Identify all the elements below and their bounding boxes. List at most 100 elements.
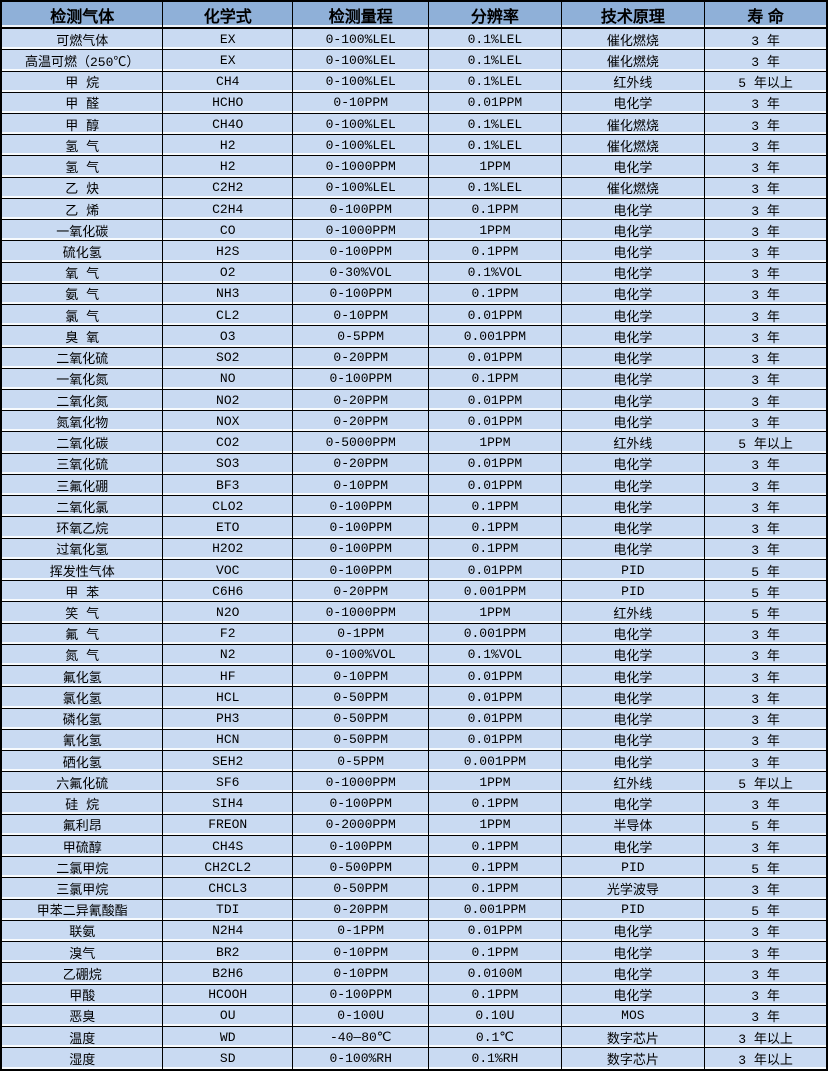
cell-resolution: 0.001PPM — [428, 622, 562, 645]
table-row: 氨 气 NH3 0-100PPM 0.1PPM 电化学 3 年 — [0, 282, 828, 306]
cell-gas: 氯 气 — [0, 304, 164, 327]
cell-gas: 一氧化氮 — [0, 367, 164, 391]
cell-range: 0-1PPM — [292, 622, 430, 645]
cell-formula: TDI — [162, 898, 294, 921]
cell-range: 0-100PPM — [292, 537, 430, 560]
cell-resolution: 0.1℃ — [428, 1026, 562, 1049]
cell-range: 0-1000PPM — [292, 771, 430, 794]
cell-principle: 电化学 — [560, 665, 706, 688]
cell-resolution: 0.01PPM — [428, 558, 562, 582]
cell-life: 3 年 — [704, 919, 828, 943]
cell-resolution: 0.1%RH — [428, 1047, 562, 1071]
cell-range: 0-1PPM — [292, 919, 430, 943]
cell-life: 3 年 — [704, 410, 828, 433]
cell-gas: 溴气 — [0, 941, 164, 964]
cell-resolution: 0.1PPM — [428, 856, 562, 879]
cell-life: 5 年 — [704, 580, 828, 603]
table-row: 氢 气 H2 0-100%LEL 0.1%LEL 催化燃烧 3 年 — [0, 134, 828, 157]
cell-principle: 电化学 — [560, 155, 706, 178]
cell-principle: 数字芯片 — [560, 1047, 706, 1071]
cell-principle: 电化学 — [560, 686, 706, 709]
table-row: 三氧化硫 SO3 0-20PPM 0.01PPM 电化学 3 年 — [0, 452, 828, 475]
cell-range: 0-20PPM — [292, 346, 430, 369]
cell-life: 3 年 — [704, 304, 828, 327]
cell-resolution: 0.01PPM — [428, 686, 562, 709]
cell-principle: 电化学 — [560, 834, 706, 858]
column-header-formula: 化学式 — [162, 0, 294, 29]
cell-formula: CO — [162, 219, 294, 242]
cell-gas: 三氯甲烷 — [0, 877, 164, 900]
cell-life: 3 年 — [704, 728, 828, 752]
cell-principle: 电化学 — [560, 749, 706, 773]
cell-resolution: 0.01PPM — [428, 91, 562, 114]
cell-resolution: 1PPM — [428, 155, 562, 178]
cell-principle: 电化学 — [560, 495, 706, 518]
cell-gas: 二氧化氯 — [0, 495, 164, 518]
cell-resolution: 0.1PPM — [428, 197, 562, 221]
cell-range: 0-1000PPM — [292, 219, 430, 242]
cell-principle: 催化燃烧 — [560, 112, 706, 136]
cell-formula: CLO2 — [162, 495, 294, 518]
cell-principle: 电化学 — [560, 389, 706, 412]
cell-range: 0-20PPM — [292, 389, 430, 412]
cell-gas: 氢 气 — [0, 134, 164, 157]
cell-life: 3 年 — [704, 261, 828, 284]
cell-range: 0-10PPM — [292, 665, 430, 688]
table-row: 高温可燃（250℃） EX 0-100%LEL 0.1%LEL 催化燃烧 3 年 — [0, 49, 828, 72]
table-row: 臭 氧 O3 0-5PPM 0.001PPM 电化学 3 年 — [0, 325, 828, 348]
table-row: 氮 气 N2 0-100%VOL 0.1%VOL 电化学 3 年 — [0, 643, 828, 667]
cell-life: 3 年 — [704, 240, 828, 263]
cell-resolution: 1PPM — [428, 219, 562, 242]
table-row: 可燃气体 EX 0-100%LEL 0.1%LEL 催化燃烧 3 年 — [0, 27, 828, 51]
cell-principle: 电化学 — [560, 410, 706, 433]
cell-formula: HCHO — [162, 91, 294, 114]
cell-formula: OU — [162, 1004, 294, 1028]
cell-resolution: 1PPM — [428, 813, 562, 836]
table-row: 氧 气 O2 0-30%VOL 0.1%VOL 电化学 3 年 — [0, 261, 828, 284]
cell-life: 3 年 — [704, 707, 828, 730]
cell-formula: F2 — [162, 622, 294, 645]
cell-gas: 甲 醇 — [0, 112, 164, 136]
cell-life: 5 年以上 — [704, 70, 828, 93]
cell-formula: H2 — [162, 134, 294, 157]
table-row: 三氟化硼 BF3 0-10PPM 0.01PPM 电化学 3 年 — [0, 473, 828, 497]
cell-formula: SO3 — [162, 452, 294, 475]
cell-range: 0-100%LEL — [292, 112, 430, 136]
cell-range: 0-50PPM — [292, 686, 430, 709]
header-row: 检测气体 化学式 检测量程 分辨率 技术原理 寿 命 — [0, 0, 828, 29]
cell-resolution: 0.01PPM — [428, 728, 562, 752]
cell-formula: C2H2 — [162, 176, 294, 199]
cell-resolution: 0.1PPM — [428, 495, 562, 518]
column-header-life: 寿 命 — [704, 0, 828, 29]
cell-principle: 电化学 — [560, 304, 706, 327]
cell-range: 0-100PPM — [292, 282, 430, 306]
cell-principle: 红外线 — [560, 70, 706, 93]
cell-life: 3 年 — [704, 134, 828, 157]
cell-formula: NOX — [162, 410, 294, 433]
cell-formula: CH4S — [162, 834, 294, 858]
cell-formula: NO2 — [162, 389, 294, 412]
cell-resolution: 0.1%LEL — [428, 176, 562, 199]
cell-life: 3 年 — [704, 91, 828, 114]
cell-range: 0-50PPM — [292, 707, 430, 730]
cell-gas: 一氧化碳 — [0, 219, 164, 242]
cell-life: 5 年 — [704, 898, 828, 921]
cell-range: 0-100PPM — [292, 240, 430, 263]
cell-resolution: 0.1PPM — [428, 367, 562, 391]
table-row: 甲硫醇 CH4S 0-100PPM 0.1PPM 电化学 3 年 — [0, 834, 828, 858]
cell-range: 0-20PPM — [292, 410, 430, 433]
cell-life: 3 年 — [704, 877, 828, 900]
cell-resolution: 1PPM — [428, 431, 562, 454]
table-row: 硫化氢 H2S 0-100PPM 0.1PPM 电化学 3 年 — [0, 240, 828, 263]
cell-principle: 红外线 — [560, 601, 706, 624]
cell-principle: 电化学 — [560, 219, 706, 242]
cell-resolution: 0.01PPM — [428, 665, 562, 688]
cell-gas: 甲 烷 — [0, 70, 164, 93]
table-row: 氟化氢 HF 0-10PPM 0.01PPM 电化学 3 年 — [0, 665, 828, 688]
cell-gas: 氨 气 — [0, 282, 164, 306]
cell-principle: 催化燃烧 — [560, 134, 706, 157]
cell-gas: 三氧化硫 — [0, 452, 164, 475]
table-row: 氮氧化物 NOX 0-20PPM 0.01PPM 电化学 3 年 — [0, 410, 828, 433]
